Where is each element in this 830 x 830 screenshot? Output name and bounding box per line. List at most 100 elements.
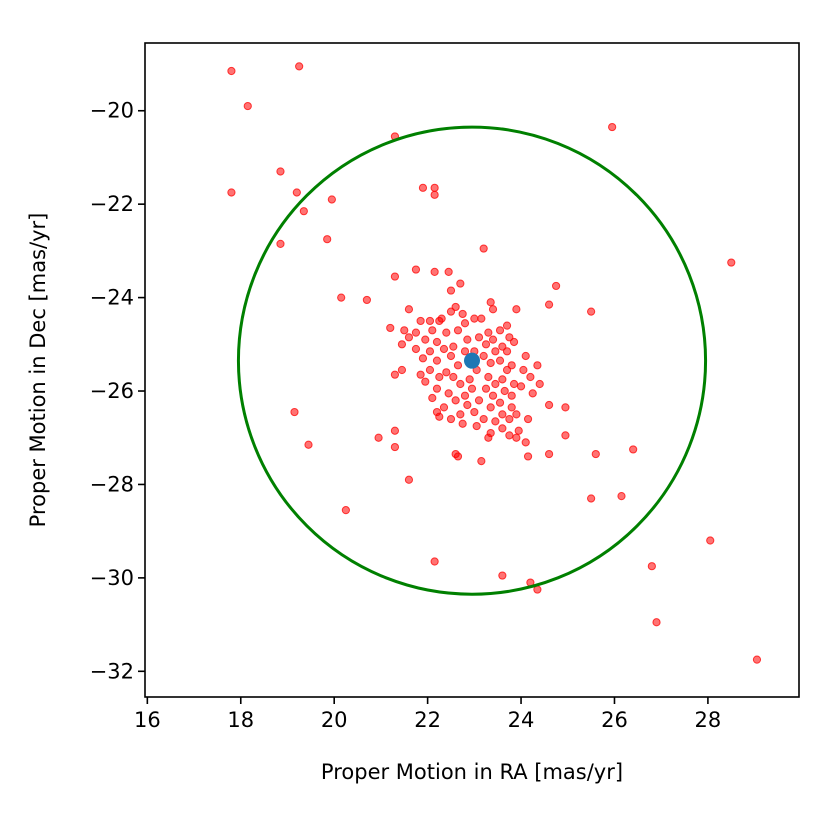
data-point — [752, 655, 762, 664]
data-point — [411, 265, 421, 274]
plot-frame — [144, 42, 800, 698]
data-point — [400, 326, 409, 335]
data-point — [397, 365, 407, 375]
data-point — [446, 414, 456, 424]
data-point — [587, 494, 596, 503]
data-point — [474, 333, 484, 342]
data-point — [507, 403, 516, 412]
data-point — [528, 389, 537, 398]
data-point — [439, 344, 449, 354]
data-point — [474, 396, 484, 405]
plot-area — [227, 62, 762, 664]
data-point — [608, 122, 617, 132]
data-point — [498, 424, 507, 433]
data-point — [479, 351, 488, 361]
data-point — [561, 403, 570, 412]
data-point — [477, 456, 486, 466]
y-tick-label: −22 — [90, 192, 134, 216]
x-tick-label: 16 — [134, 708, 161, 732]
data-point — [463, 335, 472, 344]
data-point — [323, 235, 332, 244]
data-point — [404, 333, 414, 342]
y-axis-label: Proper Motion in Dec [mas/yr] — [26, 213, 50, 528]
data-point — [430, 183, 439, 192]
data-point — [456, 410, 465, 419]
data-point — [404, 475, 414, 484]
data-point — [227, 188, 236, 197]
y-tick-label: −28 — [90, 472, 134, 496]
data-point — [486, 298, 495, 307]
selection-circle — [236, 125, 708, 596]
data-point — [509, 379, 519, 389]
data-point — [446, 307, 456, 316]
data-point — [498, 375, 507, 384]
data-point — [404, 305, 414, 314]
data-point — [587, 307, 596, 316]
data-point — [290, 407, 299, 417]
data-point — [327, 195, 336, 204]
data-point — [521, 351, 530, 361]
data-point — [295, 62, 304, 71]
data-point — [421, 377, 430, 386]
data-point — [456, 279, 465, 288]
data-point — [526, 372, 535, 382]
data-point — [411, 328, 421, 337]
data-point — [706, 536, 715, 545]
data-point — [425, 365, 435, 375]
data-point — [467, 384, 477, 393]
data-point — [484, 328, 493, 337]
data-point — [458, 309, 467, 319]
data-point — [512, 433, 521, 442]
data-point — [523, 452, 533, 461]
data-point — [507, 391, 516, 400]
data-point — [430, 267, 439, 276]
data-point — [488, 335, 498, 344]
data-point — [374, 433, 383, 442]
data-point — [362, 295, 371, 305]
data-point — [509, 337, 519, 347]
data-point — [512, 305, 521, 314]
data-point — [430, 557, 439, 566]
data-point — [304, 440, 313, 449]
data-point — [444, 267, 453, 276]
data-point — [425, 316, 435, 326]
data-point — [460, 347, 470, 356]
data-point — [479, 414, 488, 424]
data-point — [390, 442, 400, 452]
data-point — [488, 305, 498, 314]
data-point — [544, 449, 554, 459]
data-point — [446, 351, 456, 361]
data-point — [502, 365, 512, 375]
data-point — [453, 361, 463, 370]
data-point — [484, 372, 493, 382]
data-point — [472, 421, 481, 431]
data-point — [491, 417, 500, 426]
data-point — [411, 344, 421, 354]
data-point — [486, 403, 495, 412]
data-point — [428, 393, 437, 403]
y-tick-label: −24 — [90, 286, 134, 310]
data-point — [647, 562, 656, 571]
data-point — [390, 370, 400, 379]
data-point — [652, 618, 661, 627]
data-point — [498, 571, 507, 580]
data-point — [727, 258, 736, 267]
x-tick-label: 20 — [321, 708, 348, 732]
data-point — [535, 379, 544, 389]
data-point — [495, 356, 505, 365]
axes: 16 18 20 22 24 26 28 −20 −22 −24 −26 −28 −30 −32 — [90, 99, 722, 732]
data-point — [484, 433, 493, 442]
data-point — [481, 384, 491, 393]
data-point — [435, 316, 444, 326]
data-point — [551, 281, 561, 291]
data-point — [495, 398, 505, 407]
data-point — [453, 326, 463, 335]
data-point — [418, 183, 428, 192]
data-point — [386, 323, 395, 333]
data-point — [435, 372, 444, 382]
data-point — [444, 389, 453, 398]
data-point — [477, 314, 486, 323]
data-point — [488, 391, 498, 400]
